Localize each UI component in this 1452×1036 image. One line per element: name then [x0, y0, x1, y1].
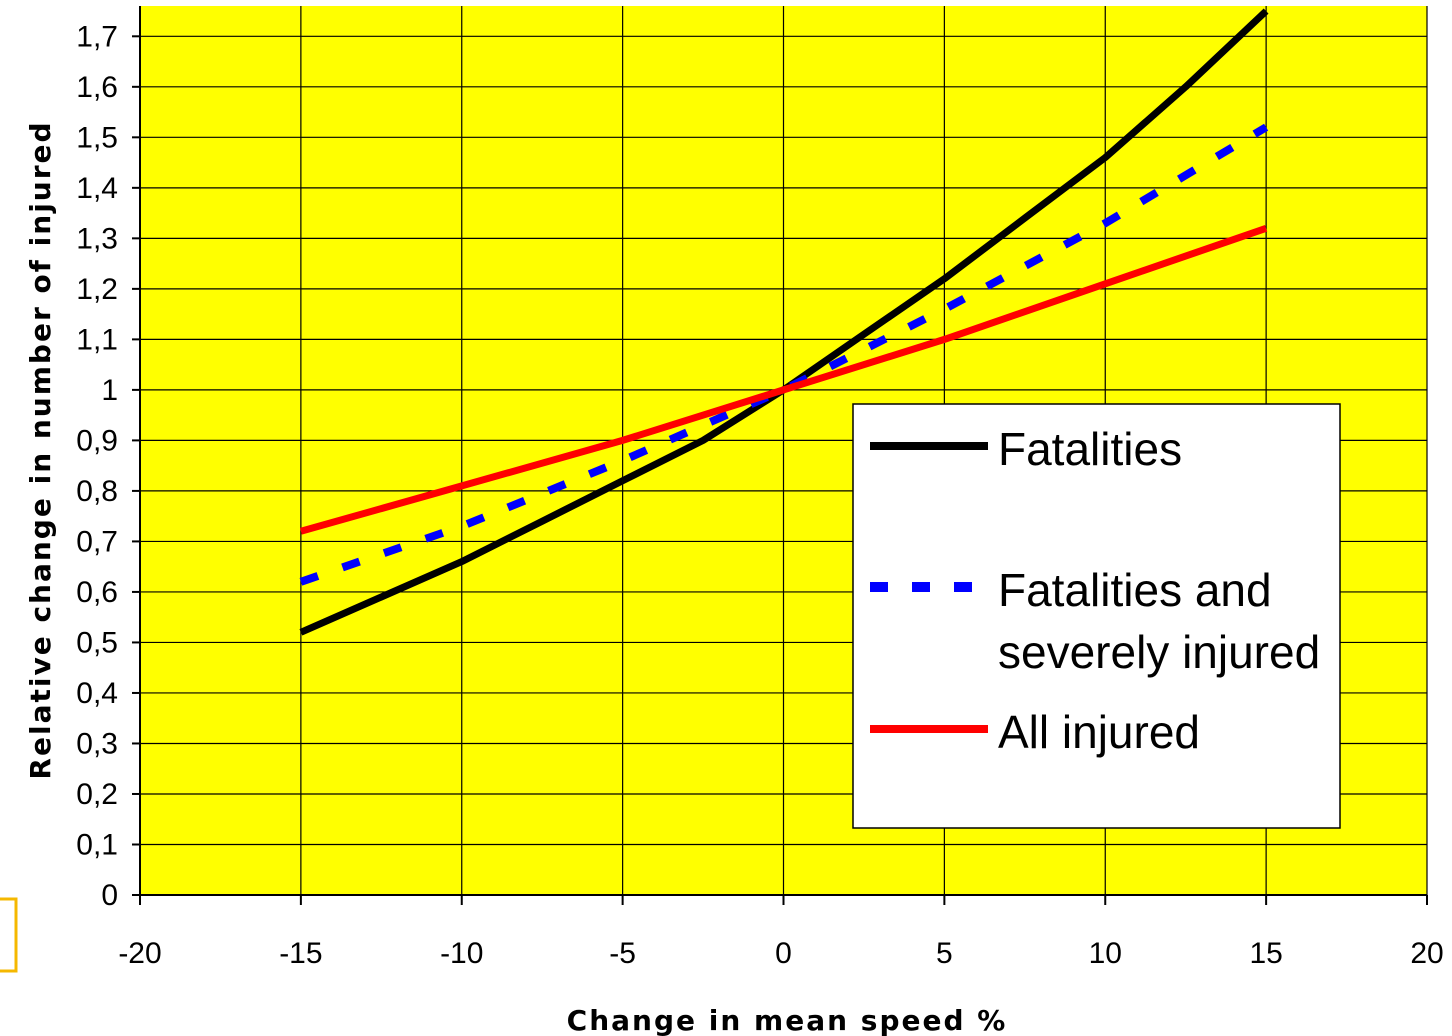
legend-label-2: All injured	[998, 706, 1200, 758]
legend-label-0: Fatalities	[998, 423, 1182, 475]
y-tick-label: 1,5	[76, 121, 118, 154]
y-tick-label: 0,6	[76, 576, 118, 609]
legend-label-1: Fatalities and	[998, 564, 1272, 616]
x-tick-label: -5	[609, 937, 636, 970]
series-line-2	[299, 224, 1268, 535]
x-tick-label: 0	[775, 937, 792, 970]
x-tick-label: 20	[1410, 937, 1443, 970]
series-line-1	[299, 123, 1269, 586]
y-tick-label: 1,2	[76, 273, 118, 306]
y-tick-label: 0	[101, 879, 118, 912]
x-tick-label: 15	[1249, 937, 1282, 970]
y-tick-label: 1,6	[76, 71, 118, 104]
highlight-box	[0, 897, 18, 973]
y-tick-label: 1,4	[76, 172, 118, 205]
y-tick-label: 0,3	[76, 727, 118, 760]
legend-label-1: severely injured	[998, 626, 1320, 678]
y-axis-title: Relative change in number of injured	[24, 120, 57, 779]
y-tick-label: 0,5	[76, 626, 118, 659]
y-tick-label: 1,3	[76, 222, 118, 255]
y-tick-label: 0,7	[76, 525, 118, 558]
y-tick-label: 0,9	[76, 424, 118, 457]
x-tick-label: -20	[118, 937, 161, 970]
axes: -20 -15 -10 -5 0 5 10 15 20 0 0,1 0,2 0,3 0,4 0,5 0,6 0,…	[76, 6, 1444, 970]
series-lines	[299, 8, 1269, 636]
y-tick-label: 0,2	[76, 778, 118, 811]
x-tick-label: -15	[279, 937, 322, 970]
y-tick-label: 1	[101, 374, 118, 407]
y-tick-label: 0,8	[76, 475, 118, 508]
y-tick-label: 1,7	[76, 20, 118, 53]
x-tick-label: 5	[936, 937, 953, 970]
y-tick-label: 0,4	[76, 677, 118, 710]
x-axis-title: Change in mean speed %	[567, 1004, 1008, 1036]
x-tick-label: -10	[440, 937, 483, 970]
x-tick-label: 10	[1089, 937, 1122, 970]
legend-box	[852, 403, 1341, 829]
y-tick-label: 1,1	[76, 323, 118, 356]
y-tick-label: 0,1	[76, 828, 118, 861]
legend: Fatalities Fatalities and severely injured…	[852, 403, 1341, 829]
